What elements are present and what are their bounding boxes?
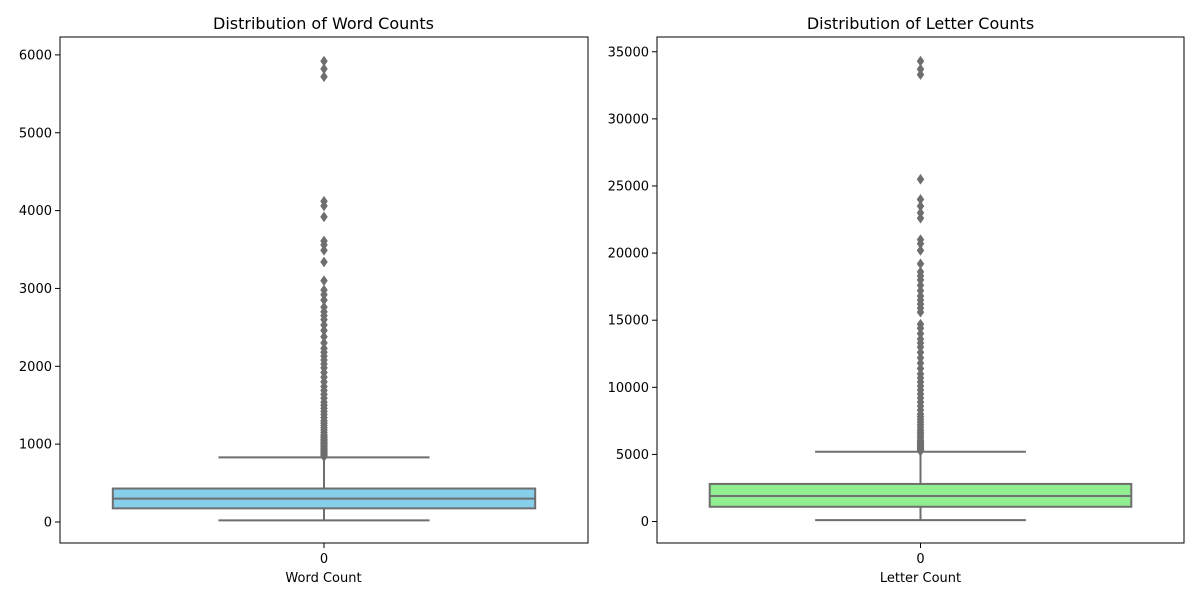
word-count-outlier (320, 195, 328, 207)
word-count-title: Distribution of Word Counts (213, 14, 434, 33)
letter-count-title: Distribution of Letter Counts (807, 14, 1034, 33)
letter-count-outlier (916, 200, 925, 212)
letter-count-y-tick-label: 20000 (608, 247, 649, 262)
letter-count-outlier (916, 193, 925, 205)
word-count-outlier (320, 342, 328, 354)
letter-count-outlier (916, 258, 925, 270)
word-count-y-tick-label: 1000 (19, 438, 52, 453)
word-count-y-tick-label: 3000 (19, 282, 52, 297)
letter-count-plot-area: 0 5000 10000 15000 20000 25000 30000 35000 0 (608, 45, 1133, 567)
letter-count-outlier (916, 318, 925, 330)
word-count-outlier (320, 211, 328, 223)
word-count-outlier (320, 235, 328, 247)
letter-count-y-tick-label: 15000 (608, 314, 649, 329)
word-count-outlier (320, 256, 328, 268)
word-count-outlier (320, 337, 328, 349)
letter-count-x-tick-label: 0 (916, 552, 924, 567)
letter-count-outlier (916, 266, 925, 278)
word-count-y-tick-label: 0 (44, 515, 52, 530)
word-count-y-tick-label: 4000 (19, 204, 52, 219)
letter-count-outlier (916, 173, 925, 185)
word-count-x-tick-label: 0 (320, 552, 328, 567)
word-count-outlier (320, 301, 328, 313)
letter-count-axes-frame (656, 36, 1185, 544)
word-count-outlier (320, 319, 328, 331)
word-count-y-tick-label: 5000 (19, 126, 52, 141)
word-count-y-tick-label: 2000 (19, 360, 52, 375)
word-count-outlier (320, 325, 328, 336)
letter-count-y-tick-label: 10000 (608, 381, 649, 396)
word-count-outlier (320, 63, 328, 75)
word-count-plot-area: 0 1000 2000 3000 4000 5000 6000 0 (19, 48, 537, 567)
word-count-outlier (320, 331, 328, 343)
word-count-x-axis-label: Word Count (285, 571, 361, 586)
letter-count-y-tick-label: 25000 (608, 179, 649, 194)
letter-count-y-tick-label: 35000 (608, 45, 649, 60)
letter-count-outlier (916, 207, 925, 219)
word-count-axes-frame (59, 36, 589, 544)
letter-count-outlier (916, 244, 925, 256)
letter-count-outlier (916, 55, 925, 67)
word-count-outlier (320, 284, 328, 296)
letter-count-panel: Distribution of Letter Counts 0 5000 10000… (608, 14, 1185, 586)
letter-count-x-axis-label: Letter Count (880, 571, 961, 586)
word-count-outlier (320, 244, 328, 256)
letter-count-y-tick-label: 30000 (608, 112, 649, 127)
word-count-outlier (320, 275, 328, 287)
word-count-outlier (320, 55, 328, 67)
letter-count-outlier (916, 63, 925, 75)
word-count-outlier (320, 294, 328, 306)
letter-count-outlier (916, 234, 925, 246)
word-count-y-tick-label: 6000 (19, 48, 52, 63)
word-count-panel: Distribution of Word Counts 0 1000 2000 300… (19, 14, 589, 586)
letter-count-y-tick-label: 0 (641, 515, 649, 530)
word-count-outlier (320, 71, 328, 83)
letter-count-y-tick-label: 5000 (616, 448, 649, 463)
